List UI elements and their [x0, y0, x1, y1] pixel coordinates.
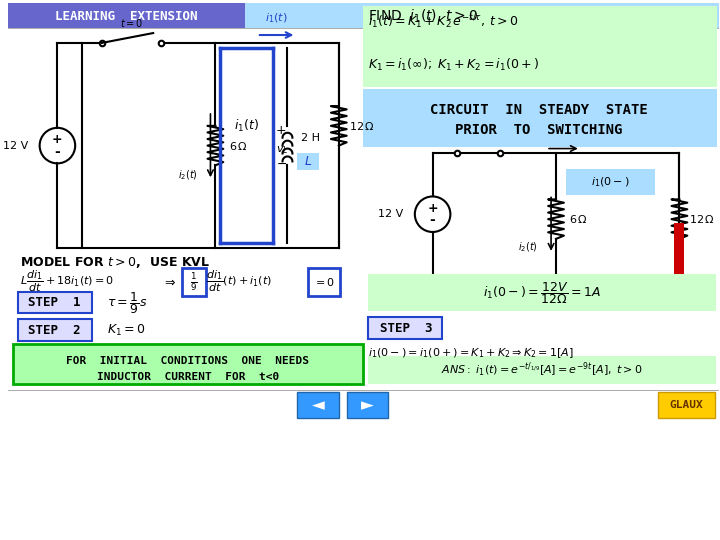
Text: $12\,\Omega$: $12\,\Omega$: [348, 120, 374, 132]
Text: $\Rightarrow$: $\Rightarrow$: [162, 275, 176, 288]
FancyBboxPatch shape: [8, 3, 245, 28]
FancyBboxPatch shape: [347, 393, 388, 418]
Text: 12 V: 12 V: [378, 209, 403, 219]
FancyBboxPatch shape: [13, 344, 364, 383]
Text: $K_1 = i_1(\infty);\; K_1 + K_2 = i_1(0+)$: $K_1 = i_1(\infty);\; K_1 + K_2 = i_1(0+…: [369, 57, 540, 73]
FancyBboxPatch shape: [657, 393, 715, 418]
Text: $i_1(0-)$: $i_1(0-)$: [591, 176, 630, 189]
Text: INDUCTOR  CURRENT  FOR  t<0: INDUCTOR CURRENT FOR t<0: [96, 372, 279, 382]
FancyBboxPatch shape: [369, 318, 443, 339]
Text: $\frac{1}{9}$: $\frac{1}{9}$: [190, 271, 197, 293]
Text: $\tau = \dfrac{1}{9}s$: $\tau = \dfrac{1}{9}s$: [107, 289, 148, 315]
Text: -: -: [55, 145, 60, 159]
FancyBboxPatch shape: [245, 3, 719, 28]
Text: $i_1(t) = K_1 + K_2\,e^{-t/\tau},\, t > 0$: $i_1(t) = K_1 + K_2\,e^{-t/\tau},\, t > …: [369, 12, 519, 31]
Text: $= 0$: $= 0$: [313, 276, 335, 288]
Text: +: +: [52, 133, 63, 146]
Text: $t = 0$: $t = 0$: [120, 17, 143, 29]
FancyBboxPatch shape: [297, 152, 319, 170]
FancyBboxPatch shape: [566, 170, 654, 195]
Text: $i_1(0-) = i_1(0+) = K_1 + K_2 \Rightarrow K_2 = 1[A]$: $i_1(0-) = i_1(0+) = K_1 + K_2 \Rightarr…: [369, 346, 575, 360]
Text: +: +: [427, 202, 438, 215]
Text: ►: ►: [361, 396, 374, 414]
Text: $v_L$: $v_L$: [276, 145, 288, 157]
FancyBboxPatch shape: [364, 89, 717, 146]
Text: $6\,\Omega$: $6\,\Omega$: [229, 140, 248, 152]
Text: STEP  2: STEP 2: [28, 323, 81, 337]
Text: +: +: [276, 124, 287, 137]
FancyBboxPatch shape: [364, 6, 717, 87]
FancyBboxPatch shape: [369, 356, 716, 383]
Text: $i_1(0-) = \dfrac{12V}{12\Omega} = 1A$: $i_1(0-) = \dfrac{12V}{12\Omega} = 1A$: [483, 280, 601, 306]
FancyBboxPatch shape: [297, 393, 339, 418]
Text: -: -: [430, 213, 436, 227]
Text: 2 H: 2 H: [301, 133, 320, 143]
Text: $i_2(t)$: $i_2(t)$: [518, 240, 539, 254]
Text: $i_1(t)$: $i_1(t)$: [266, 11, 288, 25]
Text: $12\,\Omega$: $12\,\Omega$: [689, 213, 715, 225]
Text: PRIOR  TO  SWITCHING: PRIOR TO SWITCHING: [456, 123, 623, 137]
FancyBboxPatch shape: [675, 222, 685, 275]
Text: $6\,\Omega$: $6\,\Omega$: [569, 213, 588, 225]
Text: $L\dfrac{di_1}{dt} + 18i_1(t) = 0$: $L\dfrac{di_1}{dt} + 18i_1(t) = 0$: [20, 269, 114, 294]
FancyBboxPatch shape: [369, 274, 716, 312]
Text: $K_1 = 0$: $K_1 = 0$: [107, 323, 145, 338]
Text: $L$: $L$: [304, 155, 312, 168]
Text: LEARNING  EXTENSION: LEARNING EXTENSION: [55, 10, 198, 23]
Text: CIRCUIT  IN  STEADY  STATE: CIRCUIT IN STEADY STATE: [431, 103, 648, 117]
Text: GLAUX: GLAUX: [670, 400, 703, 410]
Text: STEP  1: STEP 1: [28, 296, 81, 309]
Text: 12 V: 12 V: [3, 140, 28, 151]
Text: $i_2(t)$: $i_2(t)$: [178, 168, 197, 182]
FancyBboxPatch shape: [18, 292, 92, 313]
Text: MODEL FOR $t > 0$,  USE KVL: MODEL FOR $t > 0$, USE KVL: [20, 254, 210, 269]
Text: $\dfrac{di_1}{dt}(t) + i_1(t)$: $\dfrac{di_1}{dt}(t) + i_1(t)$: [205, 269, 271, 294]
FancyBboxPatch shape: [18, 319, 92, 341]
Text: FIND  $i_1(t),\, t > 0$: FIND $i_1(t),\, t > 0$: [368, 8, 478, 25]
Text: $i_1(t)$: $i_1(t)$: [233, 118, 258, 134]
Text: $ANS:\; i_1(t) = e^{-t/_{1/9}}[A] = e^{-9t}[A],\; t > 0$: $ANS:\; i_1(t) = e^{-t/_{1/9}}[A] = e^{-…: [441, 361, 643, 379]
Text: ◄: ◄: [312, 396, 325, 414]
Text: FOR  INITIAL  CONDITIONS  ONE  NEEDS: FOR INITIAL CONDITIONS ONE NEEDS: [66, 356, 310, 366]
Text: $-$: $-$: [276, 157, 287, 170]
Text: STEP  3: STEP 3: [379, 322, 432, 335]
